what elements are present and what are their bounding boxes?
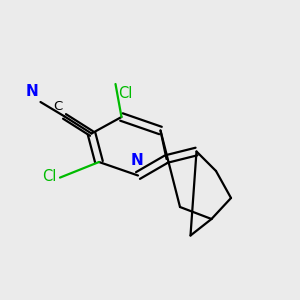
Text: Cl: Cl <box>42 169 56 184</box>
Text: N: N <box>130 153 143 168</box>
Text: Cl: Cl <box>118 85 133 100</box>
Text: C: C <box>53 100 62 113</box>
Text: N: N <box>25 84 38 99</box>
